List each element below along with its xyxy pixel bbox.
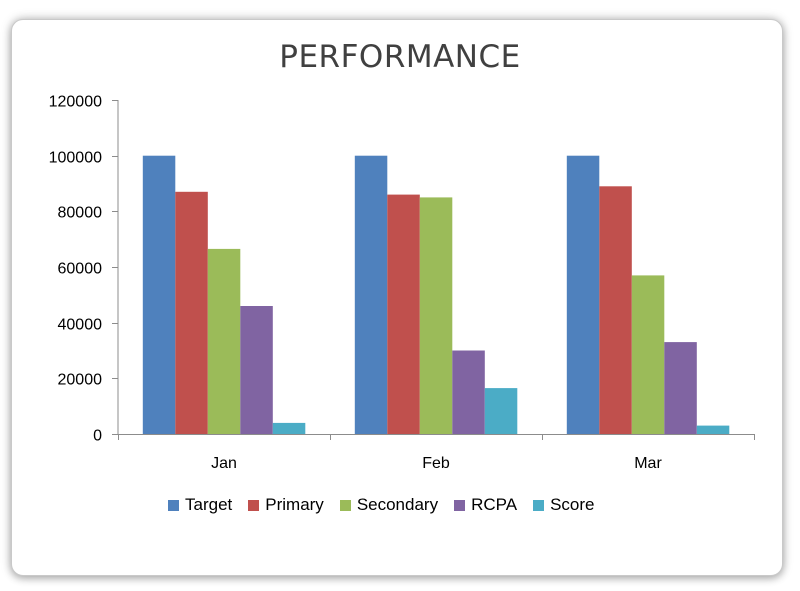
bar-primary-feb bbox=[387, 194, 420, 434]
y-tick-label: 120000 bbox=[49, 94, 102, 111]
legend-swatch bbox=[168, 499, 179, 511]
x-category-label: Jan bbox=[211, 455, 237, 472]
bar-rcpa-jan bbox=[240, 306, 273, 434]
legend-item-primary: Primary bbox=[248, 495, 324, 515]
legend-label: Target bbox=[185, 495, 233, 514]
chart-title: PERFORMANCE bbox=[279, 39, 521, 75]
legend-label: RCPA bbox=[471, 495, 518, 514]
chart-legend: Target Primary Secondary RCPA Score bbox=[168, 494, 611, 516]
legend-swatch bbox=[533, 499, 545, 511]
bar-rcpa-feb bbox=[452, 350, 485, 434]
legend-swatch bbox=[248, 499, 260, 511]
bar-primary-jan bbox=[175, 191, 208, 434]
legend-item-rcpa: RCPA bbox=[454, 495, 517, 515]
legend-label: Primary bbox=[265, 495, 324, 514]
y-tick-label: 40000 bbox=[58, 317, 103, 334]
y-tick-label: 20000 bbox=[58, 372, 103, 389]
bar-target-jan bbox=[142, 155, 176, 434]
y-tick-label: 60000 bbox=[58, 261, 103, 278]
bar-secondary-jan bbox=[207, 248, 241, 434]
legend-label: Secondary bbox=[356, 495, 439, 514]
bar-target-feb bbox=[354, 155, 388, 434]
bar-secondary-mar bbox=[631, 275, 665, 434]
legend-swatch bbox=[454, 499, 466, 511]
bar-secondary-feb bbox=[419, 197, 453, 434]
bar-score-feb bbox=[484, 388, 518, 434]
legend-item-target: Target bbox=[168, 495, 232, 515]
y-tick-label: 100000 bbox=[49, 150, 102, 167]
legend-item-score: Score bbox=[533, 495, 595, 515]
legend-swatch bbox=[339, 499, 351, 511]
bar-score-mar bbox=[696, 425, 730, 434]
bar-primary-mar bbox=[599, 186, 632, 434]
x-category-label: Feb bbox=[422, 455, 450, 472]
legend-item-secondary: Secondary bbox=[339, 495, 439, 515]
x-category-label: Mar bbox=[634, 455, 662, 472]
y-tick-label: 0 bbox=[93, 428, 102, 445]
legend-label: Score bbox=[550, 495, 595, 514]
y-tick-label: 80000 bbox=[58, 205, 103, 222]
bar-rcpa-mar bbox=[664, 342, 697, 434]
bar-score-jan bbox=[272, 422, 306, 434]
bar-target-mar bbox=[566, 155, 600, 434]
